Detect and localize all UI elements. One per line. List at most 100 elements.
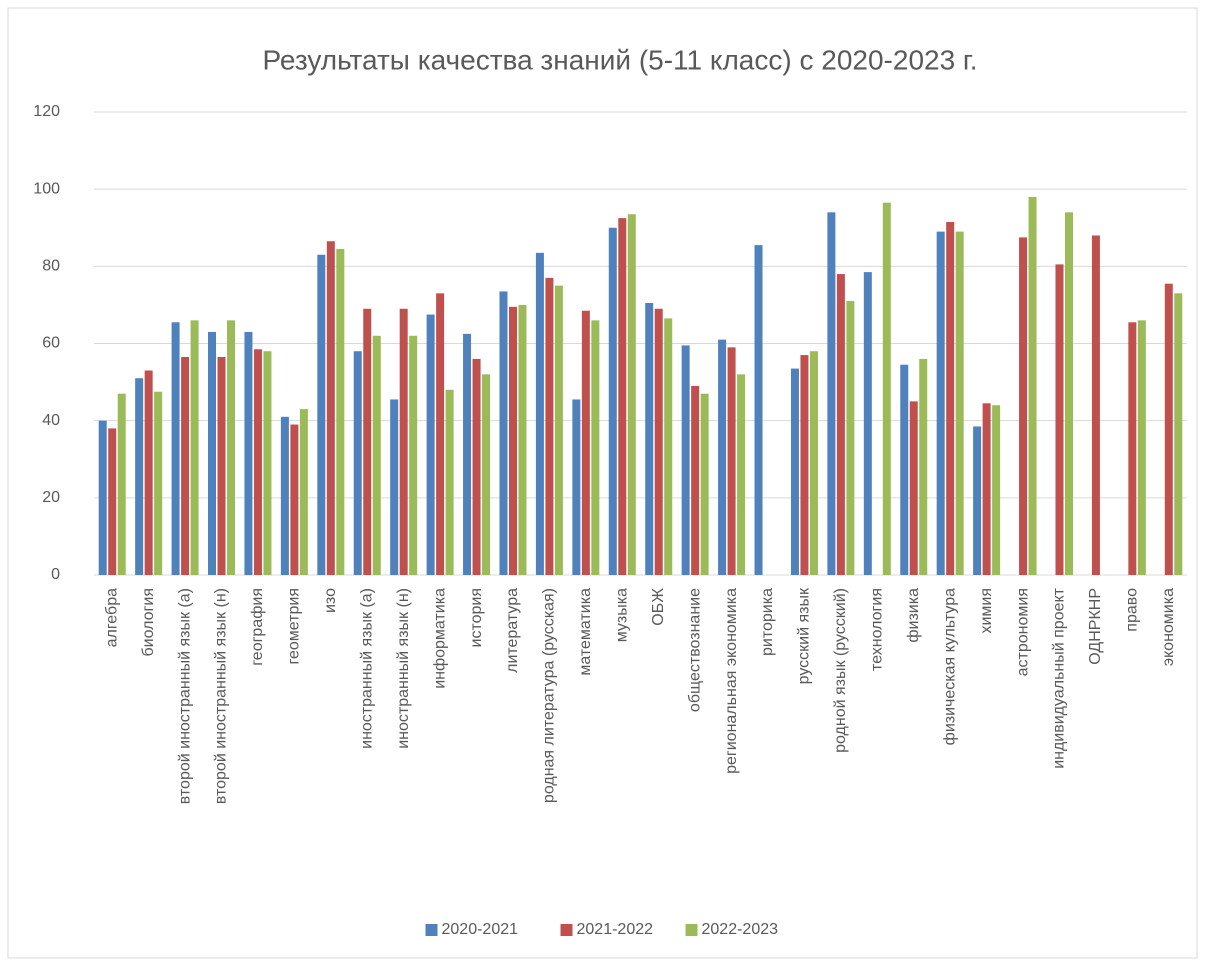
bar xyxy=(472,358,481,575)
bar xyxy=(1055,264,1064,575)
bar xyxy=(1028,196,1037,575)
bar xyxy=(882,202,891,575)
bar xyxy=(508,306,517,575)
bar xyxy=(1174,293,1183,575)
bar xyxy=(299,409,308,575)
bar xyxy=(1164,283,1173,575)
bar xyxy=(936,231,945,575)
legend-swatch xyxy=(685,924,698,936)
x-tick-label: изо xyxy=(322,588,339,613)
bar xyxy=(227,320,236,575)
bar xyxy=(955,231,964,575)
bar xyxy=(572,399,581,575)
legend-label: 2020-2021 xyxy=(442,921,519,938)
x-tick-label: обществознание xyxy=(686,588,703,712)
bar xyxy=(1091,235,1100,575)
bar xyxy=(263,351,272,575)
bar xyxy=(181,357,190,575)
bar xyxy=(326,241,335,576)
bar xyxy=(1064,212,1073,576)
bar xyxy=(627,214,636,575)
x-tick-label: иностранный язык (н) xyxy=(395,588,412,749)
bar xyxy=(135,378,144,575)
bar xyxy=(909,401,918,575)
x-tick-label: второй иностранный язык (а) xyxy=(176,588,193,804)
x-tick-label: химия xyxy=(978,588,995,634)
x-tick-label: ОДНРКНР xyxy=(1087,588,1104,665)
bar xyxy=(790,368,799,575)
y-tick-label: 80 xyxy=(42,258,60,275)
bar xyxy=(244,331,253,575)
bar xyxy=(363,308,372,575)
chart-title: Результаты качества знаний (5-11 класс) … xyxy=(262,44,977,75)
bar xyxy=(581,310,590,575)
x-tick-label: родной язык (русский) xyxy=(832,588,849,753)
x-tick-label: технология xyxy=(869,588,886,671)
x-tick-label: литература xyxy=(504,588,521,673)
bar xyxy=(463,333,472,575)
bar xyxy=(482,374,491,575)
x-tick-label: алгебра xyxy=(103,588,120,648)
bar xyxy=(290,424,299,575)
bar xyxy=(982,403,991,575)
bar xyxy=(545,277,554,575)
y-tick-label: 20 xyxy=(42,489,60,506)
bar xyxy=(681,345,690,575)
legend-swatch xyxy=(560,924,573,936)
bar xyxy=(1137,320,1146,575)
bar xyxy=(973,426,982,575)
bar xyxy=(390,399,399,575)
y-tick-label: 60 xyxy=(42,335,60,352)
bar xyxy=(645,302,654,575)
bar xyxy=(171,322,180,575)
bar xyxy=(436,293,445,575)
x-tick-label: родная литература (русская) xyxy=(541,588,558,803)
bar xyxy=(1128,322,1137,575)
bar xyxy=(608,227,617,575)
bar xyxy=(554,285,563,575)
bar xyxy=(727,347,736,575)
x-tick-label: экономика xyxy=(1160,588,1177,666)
x-tick-label: музыка xyxy=(614,588,631,642)
x-tick-label: астрономия xyxy=(1014,588,1031,676)
bar xyxy=(664,318,673,575)
x-tick-label: физическая культура xyxy=(941,588,958,745)
legend-label: 2021-2022 xyxy=(577,921,654,938)
bar xyxy=(900,364,909,575)
bar xyxy=(863,272,872,575)
x-tick-label: иностранный язык (а) xyxy=(358,588,375,749)
bar xyxy=(253,349,262,575)
bar xyxy=(827,212,836,576)
x-tick-label: информатика xyxy=(431,588,448,689)
bar xyxy=(499,291,508,575)
x-tick-label: геометрия xyxy=(286,588,303,664)
y-tick-label: 40 xyxy=(42,412,60,429)
bar xyxy=(718,339,727,575)
x-tick-label: второй иностранный язык (н) xyxy=(213,588,230,804)
y-tick-label: 120 xyxy=(33,103,60,120)
bar xyxy=(426,314,435,575)
bar xyxy=(1019,237,1028,576)
legend-swatch xyxy=(425,924,438,936)
bar xyxy=(154,391,163,575)
bar xyxy=(98,420,107,575)
bar xyxy=(919,358,928,575)
x-tick-label: история xyxy=(468,588,485,647)
bar xyxy=(353,351,362,575)
bar xyxy=(317,254,326,575)
bar xyxy=(336,248,345,576)
bar xyxy=(946,221,955,575)
x-tick-label: индивидуальный проект xyxy=(1051,587,1068,768)
x-tick-label: география xyxy=(249,588,266,666)
bar xyxy=(217,357,226,575)
x-tick-label: региональная экономика xyxy=(723,588,740,774)
bar xyxy=(208,331,217,575)
bar xyxy=(399,308,408,575)
bar xyxy=(409,335,418,575)
y-tick-label: 0 xyxy=(51,566,60,583)
bar xyxy=(800,355,809,575)
bar xyxy=(445,389,454,575)
x-tick-label: ОБЖ xyxy=(650,588,667,626)
bar xyxy=(618,218,627,575)
